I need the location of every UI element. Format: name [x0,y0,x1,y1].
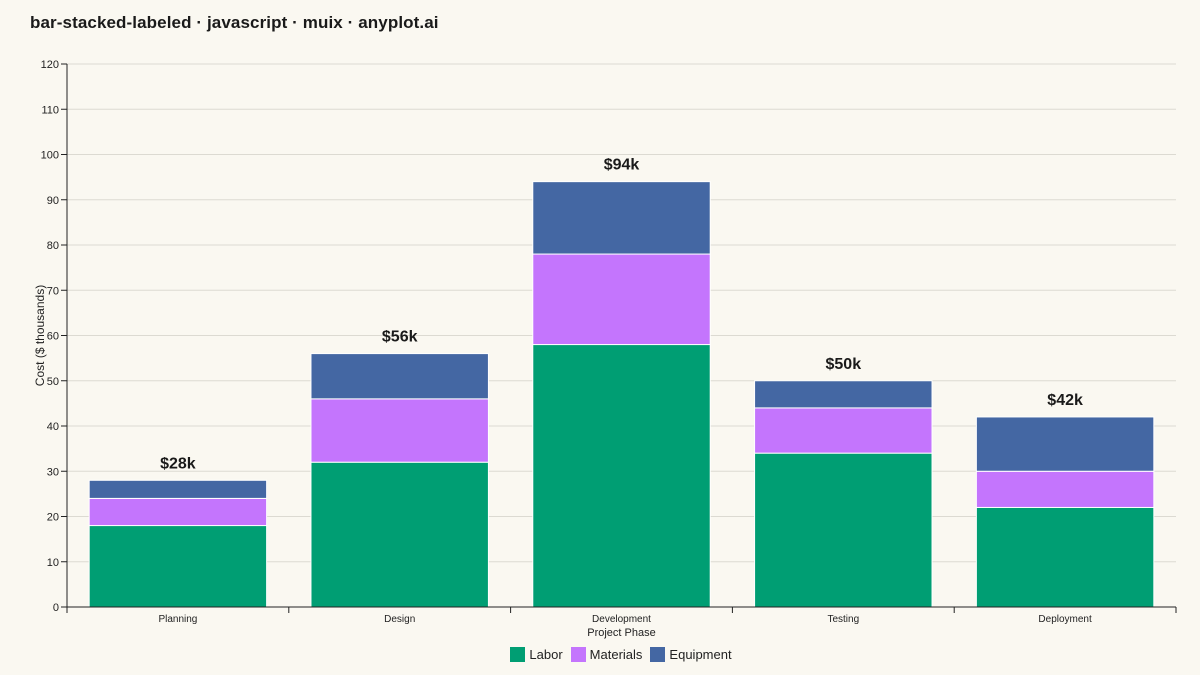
total-labels-group: $28k $56k $94k $50k $42k [160,157,1083,473]
y-tick-label: 110 [41,104,59,116]
legend-item-equipment: Equipment [650,647,732,662]
legend-item-materials: Materials [570,647,643,662]
legend-label: Labor [529,647,563,662]
y-axis-label: Cost ($ thousands) [33,285,47,386]
bar-segment-equipment-development [532,181,711,255]
y-tick-label: 0 [53,602,59,614]
y-tick-label: 60 [47,331,59,343]
bar-segment-labor-development [532,344,711,608]
y-tick-label: 70 [47,285,59,297]
y-tick-label: 50 [47,376,59,388]
y-tick-label: 40 [47,421,59,433]
y-tick-label: 10 [47,557,59,569]
x-tick-label: Design [384,614,415,625]
bar-segment-equipment-testing [754,380,933,409]
y-tick-label: 120 [41,59,59,71]
y-tick-label: 100 [41,150,59,162]
legend: Labor Materials Equipment [0,647,1200,662]
legend-label: Materials [589,647,643,662]
bar-segment-materials-design [310,398,489,463]
x-tick-label: Planning [158,614,197,625]
y-tick-label: 20 [47,512,59,524]
y-tick-label: 80 [47,240,59,252]
bar-segment-equipment-design [310,353,489,400]
bar-segment-equipment-planning [88,479,268,499]
bar-segment-labor-testing [754,452,933,608]
bar-segment-materials-testing [754,407,933,454]
total-label: $56k [382,329,418,346]
legend-swatch [570,647,586,662]
x-tick-label: Testing [827,614,859,625]
legend-swatch [650,647,666,662]
axes-group: 0 10 20 30 40 50 60 70 80 90 100 110 120 Planning Desi… [41,59,1177,625]
bar-segment-materials-development [532,253,711,346]
y-tick-label: 90 [47,195,59,207]
legend-item-labor: Labor [510,647,563,662]
total-label: $28k [160,455,196,472]
x-tick-label: Development [592,614,651,625]
bar-segment-materials-deployment [975,470,1155,508]
chart-title: bar-stacked-labeled · javascript · muix … [30,13,439,32]
x-tick-label: Deployment [1038,614,1092,625]
bar-segment-labor-design [310,461,489,608]
total-label: $94k [604,157,640,174]
bar-segment-materials-planning [88,497,268,527]
x-axis-label: Project Phase [587,627,655,639]
legend-swatch [510,647,526,662]
bar-segment-labor-deployment [975,506,1155,608]
bars-group [88,181,1155,608]
y-tick-label: 30 [47,466,59,478]
bar-segment-labor-planning [88,525,268,608]
total-label: $50k [826,356,862,373]
legend-label: Equipment [669,647,732,662]
bar-segment-equipment-deployment [975,416,1155,472]
total-label: $42k [1047,392,1083,409]
